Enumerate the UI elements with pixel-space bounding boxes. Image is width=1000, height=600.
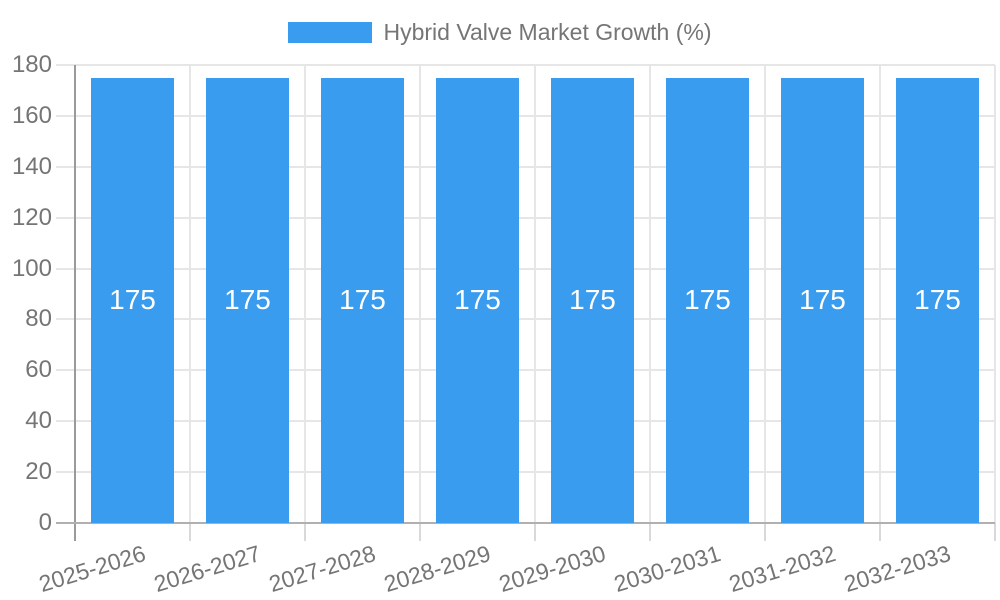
y-axis-tick-label: 120 xyxy=(11,203,52,231)
legend-label: Hybrid Valve Market Growth (%) xyxy=(383,18,712,45)
bar-value-label: 175 xyxy=(109,284,156,316)
x-axis-tick xyxy=(534,523,536,541)
bar xyxy=(436,77,519,523)
y-axis-tick-label: 140 xyxy=(11,152,52,180)
y-axis-tick-label: 60 xyxy=(25,356,52,384)
bar xyxy=(551,77,634,523)
bar-value-label: 175 xyxy=(224,284,271,316)
bar-value-label: 175 xyxy=(799,284,846,316)
y-axis-tick-label: 100 xyxy=(11,254,52,282)
y-axis-tick-label: 40 xyxy=(25,407,52,435)
bar-value-label: 175 xyxy=(569,284,616,316)
x-gridline xyxy=(649,65,651,523)
y-axis-tick-label: 180 xyxy=(11,51,52,78)
x-axis-tick xyxy=(649,523,651,541)
bar xyxy=(781,77,864,523)
x-gridline xyxy=(419,65,421,523)
x-gridline xyxy=(189,65,191,523)
bar-value-label: 175 xyxy=(339,284,386,316)
y-axis-tick-label: 0 xyxy=(38,509,52,536)
bar xyxy=(321,77,404,523)
y-axis-spine xyxy=(74,65,76,541)
bar xyxy=(91,77,174,523)
bar-value-label: 175 xyxy=(454,284,501,316)
y-gridline xyxy=(56,165,995,168)
x-axis-tick xyxy=(304,523,306,541)
y-gridline xyxy=(56,471,995,474)
y-gridline xyxy=(56,369,995,372)
bar xyxy=(206,77,289,523)
bar xyxy=(896,77,979,523)
x-axis-tick xyxy=(994,523,996,541)
x-gridline xyxy=(764,65,766,523)
y-gridline xyxy=(56,318,995,321)
y-gridline xyxy=(56,216,995,219)
bar-value-label: 175 xyxy=(914,284,961,316)
y-gridline xyxy=(56,114,995,117)
x-gridline xyxy=(304,65,306,523)
x-gridline xyxy=(879,65,881,523)
x-axis-tick xyxy=(419,523,421,541)
y-gridline xyxy=(56,420,995,423)
y-axis-tick-label: 20 xyxy=(25,458,52,486)
x-axis-line xyxy=(56,522,995,524)
y-axis-tick-label: 160 xyxy=(11,101,52,129)
x-axis-tick xyxy=(764,523,766,541)
y-axis-tick-label: 80 xyxy=(25,305,52,333)
x-gridline xyxy=(994,65,996,523)
bar xyxy=(666,77,749,523)
legend-swatch xyxy=(288,21,373,43)
y-gridline xyxy=(56,64,995,66)
legend[interactable]: Hybrid Valve Market Growth (%) xyxy=(0,18,1000,46)
x-axis-tick xyxy=(189,523,191,541)
x-axis-tick xyxy=(879,523,881,541)
y-gridline xyxy=(56,267,995,270)
x-gridline xyxy=(534,65,536,523)
bar-value-label: 175 xyxy=(684,284,731,316)
